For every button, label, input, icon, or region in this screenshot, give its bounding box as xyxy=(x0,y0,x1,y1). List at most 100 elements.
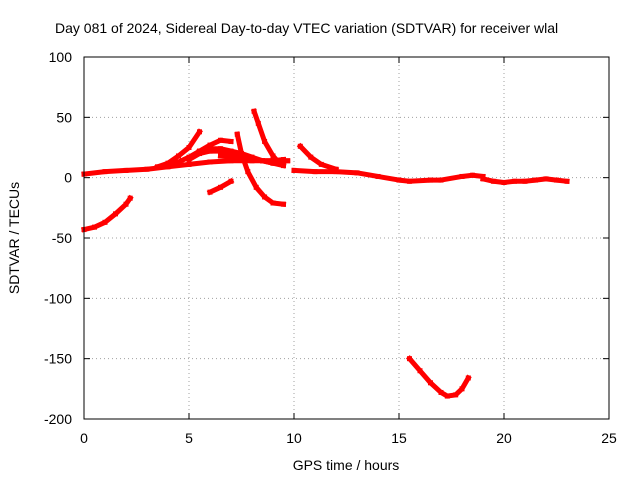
data-point xyxy=(270,200,276,206)
y-tick-label: 100 xyxy=(49,49,73,65)
data-point xyxy=(102,169,108,175)
data-point xyxy=(318,161,324,167)
data-point xyxy=(428,380,433,386)
chart-title: Day 081 of 2024, Sidereal Day-to-day VTE… xyxy=(55,20,558,36)
data-point xyxy=(491,178,496,184)
data-point xyxy=(281,163,286,169)
data-point xyxy=(239,151,244,157)
data-point xyxy=(228,158,234,164)
data-point xyxy=(297,143,303,149)
y-tick-label: 0 xyxy=(64,170,72,186)
y-tick-label: -50 xyxy=(52,230,72,246)
data-point xyxy=(459,173,465,179)
data-point xyxy=(291,167,297,173)
data-point xyxy=(480,176,486,182)
data-point xyxy=(453,392,459,398)
data-point xyxy=(144,166,150,172)
data-point xyxy=(270,158,276,164)
series-arc-13 xyxy=(480,175,570,185)
data-point xyxy=(245,169,251,175)
data-point xyxy=(228,178,234,184)
data-point xyxy=(262,138,268,144)
data-point xyxy=(197,129,202,135)
x-tick-label: 0 xyxy=(80,430,88,446)
series-arc-11 xyxy=(296,142,340,173)
grid xyxy=(84,57,609,419)
data-point xyxy=(333,169,339,175)
data-point xyxy=(543,176,549,182)
data-point xyxy=(207,159,213,165)
series-line xyxy=(81,158,291,177)
data-point xyxy=(281,157,286,163)
data-point xyxy=(438,389,444,395)
series-arc-7 xyxy=(206,177,235,196)
data-point xyxy=(285,158,291,164)
data-point xyxy=(239,155,244,161)
series-line xyxy=(250,108,283,167)
data-point xyxy=(407,356,412,362)
x-tick-label: 10 xyxy=(286,430,302,446)
data-point xyxy=(554,177,559,183)
data-point xyxy=(207,146,213,152)
data-point xyxy=(165,163,171,169)
data-point xyxy=(308,154,314,160)
data-point xyxy=(465,375,471,381)
data-point xyxy=(281,201,286,207)
series-arc-12 xyxy=(291,167,486,184)
data-point xyxy=(228,154,234,160)
y-tick-label: -200 xyxy=(44,411,72,427)
x-axis-title: GPS time / hours xyxy=(293,457,400,473)
y-tick-label: 50 xyxy=(56,109,72,125)
data-point xyxy=(354,170,360,176)
data-point xyxy=(251,108,257,114)
data-series xyxy=(81,108,570,399)
data-point xyxy=(249,157,255,163)
series-line xyxy=(296,142,340,173)
data-point xyxy=(123,167,129,173)
data-point xyxy=(123,201,129,207)
data-point xyxy=(127,195,133,201)
series-line xyxy=(234,131,287,207)
data-point xyxy=(255,120,261,126)
data-point xyxy=(234,131,240,137)
x-tick-label: 5 xyxy=(185,430,193,446)
y-axis-title: SDTVAR / TECUs xyxy=(6,182,22,294)
x-tick-label: 25 xyxy=(601,430,617,446)
data-point xyxy=(102,219,108,225)
data-point xyxy=(270,153,276,159)
data-point xyxy=(186,161,192,167)
data-point xyxy=(186,145,192,150)
y-tick-label: -100 xyxy=(44,290,72,306)
data-point xyxy=(218,137,223,143)
data-point xyxy=(512,178,517,184)
data-point xyxy=(459,386,465,392)
data-point xyxy=(228,138,234,144)
data-point xyxy=(375,173,381,179)
x-tick-label: 20 xyxy=(496,430,512,446)
series-line xyxy=(81,194,134,233)
series-arc-14 xyxy=(405,355,472,399)
data-point xyxy=(197,148,202,154)
data-point xyxy=(533,177,538,183)
data-point xyxy=(218,153,223,159)
data-point xyxy=(444,393,450,399)
data-point xyxy=(262,194,268,200)
data-point xyxy=(276,160,282,166)
data-point xyxy=(396,177,402,183)
data-point xyxy=(207,189,213,195)
data-point xyxy=(176,159,181,165)
data-point xyxy=(92,224,97,230)
series-line xyxy=(291,167,486,184)
data-point xyxy=(407,178,412,184)
data-point xyxy=(218,184,223,190)
data-point xyxy=(564,178,570,184)
y-tick-label: -150 xyxy=(44,351,72,367)
data-point xyxy=(417,368,423,374)
data-point xyxy=(207,142,213,148)
series-arc-10 xyxy=(217,153,287,164)
data-point xyxy=(501,179,507,185)
data-point xyxy=(470,172,475,178)
data-point xyxy=(155,164,160,170)
data-point xyxy=(253,184,259,190)
